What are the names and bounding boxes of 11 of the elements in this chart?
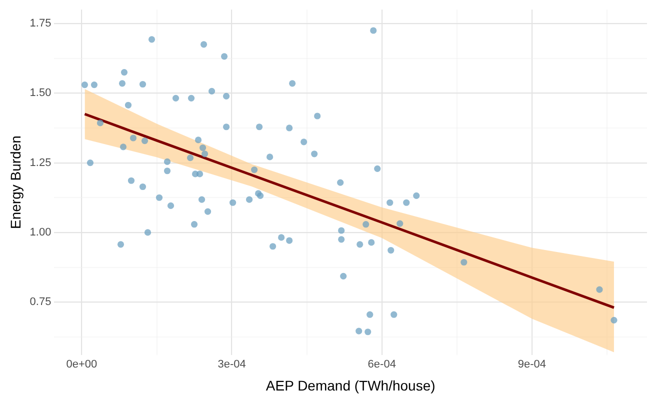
x-tick-label: 9e-04 — [518, 358, 546, 371]
y-tick-label: 1.25 — [30, 156, 52, 169]
y-tick-label: 1.75 — [30, 18, 52, 30]
y-tick-label: 1.00 — [30, 226, 52, 238]
y-tick-label: 0.75 — [30, 296, 52, 308]
x-axis-title: AEP Demand (TWh/house) — [266, 377, 436, 394]
y-axis-title: Energy Burden — [7, 136, 24, 230]
y-tick-label: 1.50 — [30, 87, 52, 100]
x-tick-label: 6e-04 — [368, 358, 396, 371]
x-tick-label: 0e+00 — [66, 358, 98, 371]
x-tick-label: 3e-04 — [218, 358, 246, 371]
